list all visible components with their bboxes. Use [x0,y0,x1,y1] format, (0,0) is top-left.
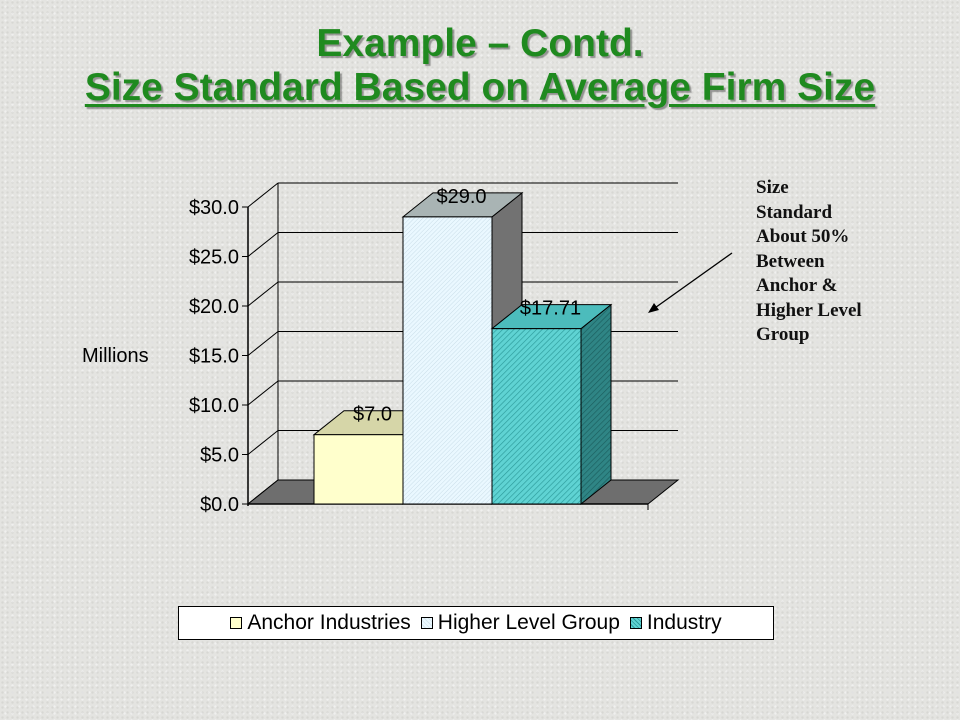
bar-side [580,303,612,506]
title-line-1: Example – Contd. [316,22,644,65]
grid-line-diagonal [247,331,279,356]
legend-item: Industry [629,611,722,635]
legend-item: Anchor Industries [230,611,411,635]
grid-line-diagonal [247,281,279,307]
slide-title: Example – Contd. Size Standard Based on … [0,22,960,110]
y-tick-label: $30.0 [189,197,239,219]
legend-swatch [629,617,642,629]
data-label: $7.0 [353,404,392,426]
y-tick-label: $15.0 [189,346,239,368]
data-label: $17.71 [520,298,581,320]
bar [491,328,582,505]
y-axis-label: Millions [82,345,149,367]
legend-swatch [230,617,243,629]
legend-label: Higher Level Group [437,611,620,634]
legend-label: Anchor Industries [247,611,411,634]
legend-label: Industry [646,611,722,634]
y-tick-label: $25.0 [189,247,239,269]
grid-line-diagonal [247,380,279,406]
bar [402,216,493,505]
legend-item: Higher Level Group [420,611,620,635]
size-standard-annotation: Size Standard About 50% Between Anchor &… [756,177,862,345]
chart-legend: Anchor Industries Higher Level Group Indus… [178,606,774,640]
data-label: $29.0 [436,186,486,208]
bar [313,434,404,505]
grid-line-diagonal [247,232,279,257]
y-tick-label: $10.0 [189,395,239,417]
grid-line-diagonal [247,430,279,455]
title-line-2: Size Standard Based on Average Firm Size [84,66,876,109]
grid-line-diagonal [247,182,279,208]
annotation-arrow-head [648,303,659,313]
annotation-arrow-line [651,252,733,311]
chart-plot-area: $0.0 $5.0 $10.0 $15.0 $20.0 $25.0 $30.0 $7.0 $29… [189,182,733,516]
y-tick-label: $20.0 [189,296,239,318]
legend-swatch [420,617,433,629]
y-tick-label: $5.0 [200,445,239,467]
y-tick-label: $0.0 [200,494,239,516]
